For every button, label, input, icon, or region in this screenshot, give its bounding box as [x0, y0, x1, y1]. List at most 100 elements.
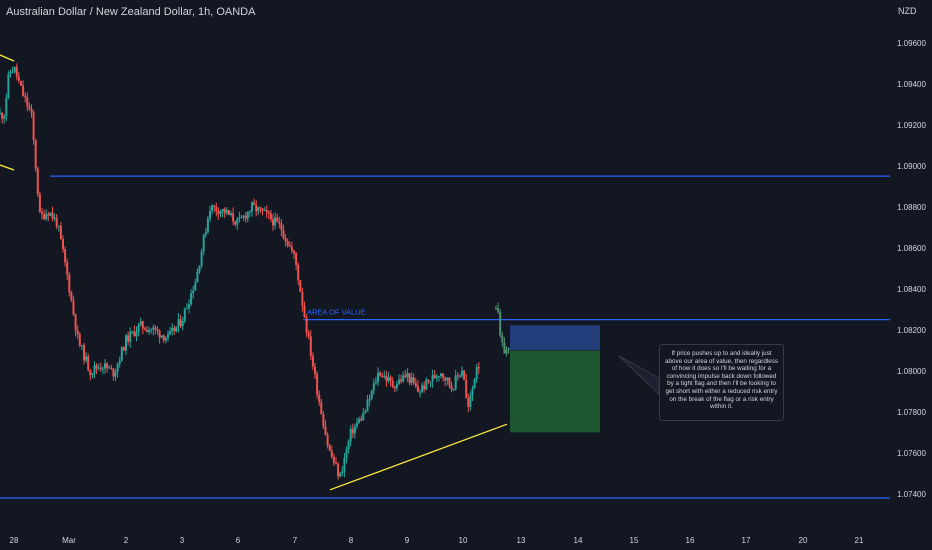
- price-tick-label: 1.08800: [897, 203, 926, 212]
- time-tick-label: 16: [686, 536, 695, 545]
- candle: [30, 109, 33, 113]
- candle: [32, 112, 35, 141]
- candle: [131, 331, 134, 333]
- candle: [137, 324, 140, 332]
- candles: [0, 63, 510, 480]
- candle: [265, 209, 268, 213]
- time-tick-label: 21: [855, 536, 864, 545]
- candle: [129, 331, 132, 342]
- candle: [286, 241, 289, 246]
- candle: [127, 335, 130, 342]
- candle: [204, 232, 207, 235]
- candle: [471, 388, 474, 396]
- candle: [146, 330, 148, 332]
- candle: [269, 213, 272, 220]
- candle: [188, 304, 190, 309]
- candle: [383, 375, 386, 377]
- candle: [356, 422, 358, 427]
- candle: [341, 471, 344, 473]
- candle: [320, 402, 323, 415]
- price-tick-label: 1.09400: [897, 80, 926, 89]
- candle: [101, 368, 104, 370]
- candle: [251, 202, 253, 212]
- candle: [43, 213, 46, 220]
- stop-loss-zone: [510, 325, 600, 350]
- candle: [213, 205, 216, 207]
- horizontal-levels: AREA OF VALUE: [0, 175, 890, 499]
- candle: [240, 217, 243, 219]
- projected-candle: [501, 335, 504, 343]
- candle: [156, 329, 159, 331]
- candle: [68, 274, 71, 293]
- candle: [196, 271, 199, 283]
- candle: [263, 209, 266, 211]
- candle: [9, 72, 12, 74]
- candle: [175, 326, 178, 332]
- time-tick-label: 17: [742, 536, 751, 545]
- candle: [167, 334, 169, 338]
- candle: [118, 360, 121, 365]
- candle: [395, 383, 398, 389]
- candle: [190, 292, 193, 305]
- candle: [288, 245, 291, 247]
- candle: [406, 373, 409, 378]
- candle: [150, 329, 153, 331]
- candle: [225, 210, 228, 214]
- note-callout[interactable]: If price pushes up to and ideally just a…: [659, 344, 784, 421]
- candle: [366, 400, 369, 412]
- candle: [217, 211, 220, 215]
- time-tick-label: 2: [124, 536, 129, 545]
- candle: [248, 211, 251, 213]
- candle: [15, 66, 18, 77]
- candle: [416, 386, 419, 392]
- candle: [152, 327, 155, 330]
- candle: [76, 330, 79, 335]
- price-tick-label: 1.08000: [897, 367, 926, 376]
- candle: [122, 347, 125, 351]
- candle: [230, 213, 232, 215]
- candle: [13, 66, 16, 72]
- candle: [83, 345, 85, 361]
- candle: [364, 411, 367, 413]
- price-tick-label: 1.07400: [897, 490, 926, 499]
- position-zones: [510, 325, 600, 433]
- support-trendline: [329, 423, 508, 491]
- candle: [200, 251, 203, 266]
- candle: [385, 375, 388, 382]
- candle: [26, 97, 29, 107]
- candle: [257, 207, 260, 212]
- candle: [437, 376, 440, 378]
- candle: [351, 428, 354, 434]
- candle: [78, 334, 81, 346]
- candle: [110, 367, 113, 369]
- candle: [41, 212, 43, 214]
- price-tick-label: 1.08600: [897, 244, 926, 253]
- candle: [158, 330, 161, 338]
- candle: [322, 414, 325, 427]
- candle: [469, 395, 472, 407]
- price-axis-panel: [890, 0, 932, 550]
- candle: [116, 364, 119, 373]
- axes: 1.09600 1.09400 1.09200 1.09000 1.08800 1.086…: [10, 0, 932, 550]
- candle: [253, 202, 256, 205]
- candle: [221, 208, 224, 212]
- candle: [408, 373, 411, 383]
- candle: [34, 140, 37, 169]
- candle: [85, 356, 88, 361]
- candle: [473, 379, 476, 389]
- upper-trendline-segment: [0, 54, 15, 62]
- time-tick-label: 8: [349, 536, 354, 545]
- candle: [412, 377, 415, 384]
- projected-candle: [507, 347, 510, 350]
- candle: [38, 193, 41, 213]
- candle: [36, 168, 39, 194]
- candle: [112, 368, 115, 377]
- lower-trendline-segment: [0, 164, 15, 171]
- candle: [328, 445, 331, 451]
- candle: [143, 328, 146, 331]
- candle: [452, 389, 455, 391]
- candle: [59, 225, 62, 240]
- candle: [267, 212, 270, 214]
- candle: [458, 375, 461, 377]
